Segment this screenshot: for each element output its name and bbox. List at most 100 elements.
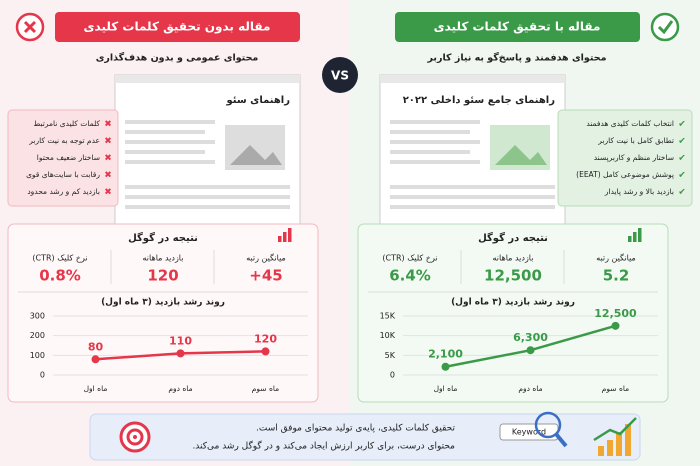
doc-line [125,160,215,164]
point-text: ساختار ضعیف محتوا [37,153,100,162]
results-icon-bar [638,228,642,242]
metric-value: 45+ [249,267,282,285]
results-title: نتیجه در گوگل [128,231,198,244]
x-tick-label: ماه سوم [252,384,279,393]
metric-value: 120 [147,267,178,285]
data-label: 110 [169,334,192,347]
footer-line: محتوای درست، برای کاربر ارزش ایجاد می‌کن… [192,440,455,452]
results-icon-bar [288,228,292,242]
x-mark [23,20,37,34]
check-icon: ✔ [678,171,686,181]
doc-line [390,150,470,154]
data-label: 6,300 [513,331,548,344]
line-point [611,321,620,330]
metric-value: 0.8% [39,267,81,285]
y-tick-label: 15K [380,312,396,321]
magnifier [534,411,562,439]
results-card [357,223,669,403]
point-text: بازدید بالا و رشد پایدار [604,187,674,196]
y-tick-label: 300 [30,312,45,321]
y-tick-label: 100 [30,351,45,360]
metric-value: 12,500 [484,267,542,285]
results-icon-bar [633,232,637,242]
growth-bar [616,432,622,456]
metric-label: نرخ کلیک (CTR) [382,254,437,263]
cross-icon: ✖ [104,171,112,181]
check-icon: ✔ [678,154,686,164]
metric-label: بازدید ماهانه [143,254,184,263]
doc-line [125,140,215,144]
x-tick-label: ماه سوم [602,384,629,393]
header-subtitle: محتوای هدفمند و پاسخ‌گو به نیاز کاربر [427,52,607,64]
line-point [526,346,535,355]
doc-topbar [380,75,565,83]
doc-topbar [115,75,300,83]
doc-line [390,205,555,209]
y-tick-label: 5K [385,351,396,360]
header-pill [55,12,300,42]
target-icon [126,428,144,446]
check-icon: ✔ [678,188,686,198]
y-tick-label: 0 [390,371,395,380]
growth-bar [607,440,613,456]
data-label: 12,500 [594,307,637,320]
header-subtitle: محتوای عمومی و بدون هدف‌گذاری [96,52,259,64]
results-title: نتیجه در گوگل [478,231,548,244]
doc-line [125,205,290,209]
doc-line [390,120,480,124]
doc-title: راهنمای جامع سئو داخلی ۲۰۲۲ [403,95,556,106]
footer-line: تحقیق کلمات کلیدی، پایه‌ی تولید محتوای م… [256,424,455,434]
cross-icon: ✖ [104,137,112,147]
header-title: مقاله با تحقیق کلمات کلیدی [434,20,601,34]
doc-line [390,140,480,144]
points-box [7,109,119,207]
doc-line [390,195,555,199]
chart-title: روند رشد بازدید (۳ ماه اول) [101,298,225,308]
header-title: مقاله بدون تحقیق کلمات کلیدی [84,20,271,35]
data-label: 120 [254,332,277,345]
chart-title: روند رشد بازدید (۳ ماه اول) [451,298,575,308]
y-tick-label: 200 [30,331,45,340]
cross-icon: ✖ [104,154,112,164]
header-pill [395,12,640,42]
metric-value: 5.2 [603,267,630,285]
point-text: تطابق کامل با نیت کاربر [597,136,674,145]
doc-line [125,185,290,189]
line-point [91,355,100,364]
doc-line [390,130,470,134]
metric-label: میانگین رتبه [246,253,286,263]
line-point [176,349,185,358]
vs-text: VS [331,69,349,83]
doc-line [125,150,205,154]
results-icon-bar [628,236,632,242]
data-label: 80 [88,340,104,353]
check-icon: ✔ [678,120,686,130]
point-text: عدم توجه به نیت کاربر [28,136,100,145]
point-text: پوشش موضوعی کامل (EEAT) [576,170,674,179]
check-icon: ✔ [678,137,686,147]
doc-image-mountain [230,145,282,165]
target-icon [133,435,137,439]
metric-value: 6.4% [389,267,431,285]
doc-line [125,130,205,134]
x-tick-label: ماه دوم [518,384,542,393]
magnifier [554,432,568,448]
growth-bar [625,424,631,456]
doc-title: راهنمای سئو [226,95,291,106]
doc-line [390,185,555,189]
results-icon-bar [283,232,287,242]
header-icon [650,12,680,42]
doc-line [125,195,290,199]
cross-icon: ✖ [104,188,112,198]
line-point [261,347,270,356]
keyword-text: Keyword [512,428,546,437]
point-text: بازدید کم و رشد محدود [27,187,100,196]
metric-label: میانگین رتبه [596,253,636,263]
y-tick-label: 10K [380,331,396,340]
results-icon-bar [278,236,282,242]
point-text: انتخاب کلمات کلیدی هدفمند [586,119,674,128]
cross-icon: ✖ [104,120,112,130]
metric-label: بازدید ماهانه [493,254,534,263]
x-tick-label: ماه اول [434,384,458,393]
